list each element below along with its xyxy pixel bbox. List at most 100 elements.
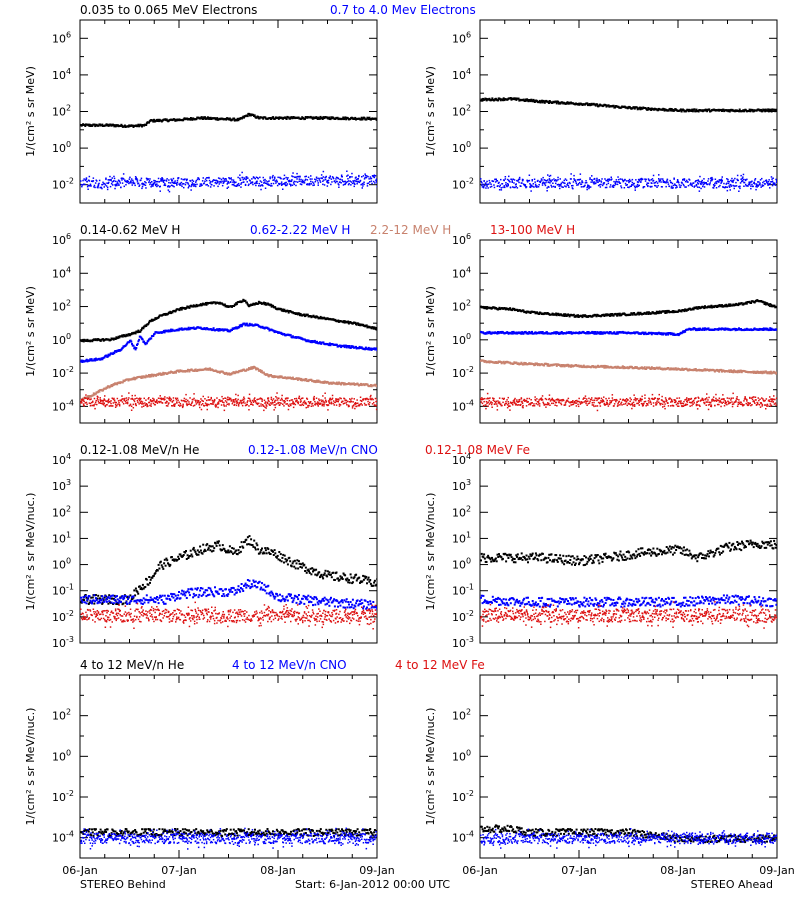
data-point bbox=[216, 117, 219, 120]
data-point bbox=[177, 404, 180, 406]
data-point bbox=[240, 323, 243, 326]
data-point bbox=[499, 184, 501, 186]
data-point bbox=[94, 392, 97, 395]
data-point bbox=[282, 183, 284, 185]
data-point bbox=[291, 175, 293, 177]
data-point bbox=[332, 176, 334, 179]
data-point bbox=[513, 307, 516, 310]
data-point bbox=[172, 397, 175, 399]
data-point bbox=[169, 310, 172, 313]
data-point bbox=[189, 118, 192, 121]
data-point bbox=[225, 180, 228, 182]
data-point bbox=[613, 184, 616, 187]
data-point bbox=[161, 373, 164, 376]
data-point bbox=[216, 403, 219, 405]
data-point bbox=[724, 186, 727, 188]
data-point bbox=[376, 117, 377, 120]
data-point bbox=[193, 370, 196, 372]
data-point bbox=[252, 401, 255, 403]
data-point bbox=[360, 403, 362, 405]
data-point bbox=[696, 182, 699, 184]
data-point bbox=[177, 399, 179, 401]
data-point bbox=[107, 179, 109, 181]
data-point bbox=[607, 180, 610, 182]
data-point bbox=[732, 179, 735, 181]
data-point bbox=[201, 180, 204, 182]
data-point bbox=[275, 182, 277, 184]
data-point bbox=[522, 179, 524, 181]
data-point bbox=[97, 186, 99, 189]
data-point bbox=[367, 400, 369, 403]
data-point bbox=[128, 392, 130, 394]
data-point bbox=[114, 403, 117, 406]
data-point bbox=[657, 311, 660, 313]
data-point bbox=[339, 344, 342, 347]
data-point bbox=[217, 329, 220, 332]
data-point bbox=[502, 97, 505, 100]
data-point bbox=[167, 189, 170, 191]
data-point bbox=[706, 183, 709, 186]
data-point bbox=[576, 184, 578, 186]
data-point bbox=[276, 181, 278, 183]
data-point bbox=[113, 399, 116, 402]
data-point bbox=[99, 397, 101, 399]
data-point bbox=[167, 185, 170, 187]
data-point bbox=[266, 405, 268, 407]
data-point bbox=[499, 98, 502, 101]
data-point bbox=[156, 399, 158, 401]
data-point bbox=[217, 402, 219, 404]
data-point bbox=[723, 182, 725, 185]
data-point bbox=[248, 409, 250, 411]
data-point bbox=[283, 402, 286, 404]
data-point bbox=[621, 179, 624, 181]
data-point bbox=[549, 174, 552, 177]
series-group bbox=[80, 112, 377, 193]
data-point bbox=[646, 108, 649, 111]
data-point bbox=[271, 403, 273, 405]
data-point bbox=[558, 332, 561, 335]
data-point bbox=[755, 183, 758, 185]
data-point bbox=[134, 398, 136, 400]
data-point bbox=[291, 399, 294, 401]
data-point bbox=[774, 184, 777, 186]
data-point bbox=[667, 309, 670, 312]
data-point bbox=[192, 326, 195, 329]
data-point bbox=[500, 178, 502, 181]
data-point bbox=[282, 308, 284, 311]
data-point bbox=[508, 179, 510, 182]
data-point bbox=[507, 183, 509, 186]
data-point bbox=[86, 398, 89, 400]
data-point bbox=[584, 182, 587, 184]
data-point bbox=[764, 183, 766, 185]
series-group bbox=[480, 97, 777, 192]
data-point bbox=[345, 181, 347, 184]
data-point bbox=[633, 182, 635, 185]
data-point bbox=[366, 383, 369, 386]
data-point bbox=[767, 181, 770, 183]
data-point bbox=[291, 184, 294, 186]
data-point bbox=[337, 319, 340, 322]
data-point bbox=[202, 177, 204, 179]
data-point bbox=[191, 401, 194, 403]
data-point bbox=[226, 183, 228, 185]
data-point bbox=[206, 116, 209, 119]
data-point bbox=[206, 408, 208, 411]
data-point bbox=[187, 187, 190, 189]
data-point bbox=[651, 182, 653, 184]
data-point bbox=[89, 405, 92, 407]
data-point bbox=[373, 180, 375, 183]
data-point bbox=[307, 183, 309, 185]
data-point bbox=[137, 398, 140, 400]
data-point bbox=[156, 185, 158, 188]
data-point bbox=[128, 334, 131, 337]
data-point bbox=[192, 180, 195, 182]
data-point bbox=[223, 404, 225, 406]
data-point bbox=[130, 405, 133, 407]
data-point bbox=[271, 185, 273, 187]
y-tick-label: 106 bbox=[452, 30, 471, 45]
data-point bbox=[202, 400, 204, 402]
data-point bbox=[510, 178, 513, 181]
data-point bbox=[323, 403, 326, 405]
